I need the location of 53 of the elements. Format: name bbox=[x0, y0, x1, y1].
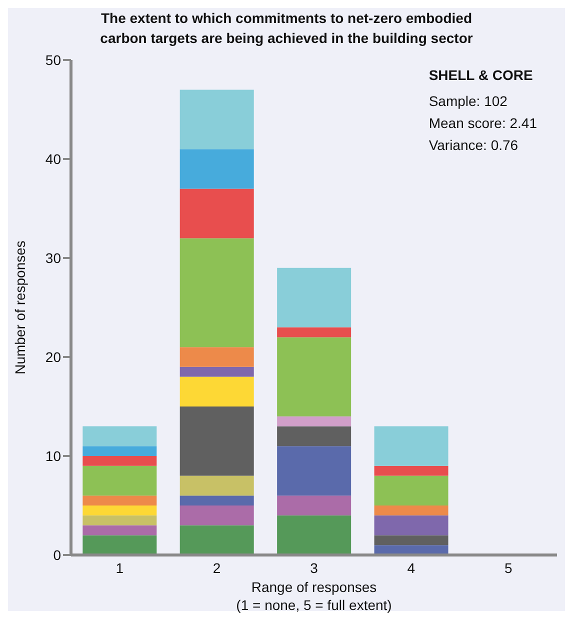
x-tick-label: 5 bbox=[504, 560, 512, 576]
x-axis-title: Range of responses (1 = none, 5 = full extent) bbox=[235, 578, 393, 614]
annotation: SHELL & CORE bbox=[428, 66, 534, 85]
bar bbox=[277, 327, 352, 338]
bar bbox=[374, 476, 448, 506]
y-tick-label: 30 bbox=[45, 250, 62, 266]
bar bbox=[277, 337, 352, 416]
bar bbox=[180, 366, 254, 377]
y-axis-title: Number of responses bbox=[12, 240, 28, 374]
bar bbox=[277, 268, 352, 328]
y-tick-label: 50 bbox=[45, 52, 62, 68]
bar bbox=[82, 506, 157, 516]
bar bbox=[277, 515, 352, 555]
bar bbox=[180, 376, 254, 406]
bar bbox=[180, 476, 254, 496]
bar bbox=[277, 416, 352, 426]
bar bbox=[180, 90, 254, 150]
annotation: Variance: 0.76 bbox=[428, 136, 520, 155]
bar bbox=[374, 426, 448, 466]
annotation: Mean score: 2.41 bbox=[428, 114, 537, 133]
bar bbox=[180, 506, 254, 526]
bar bbox=[180, 347, 254, 367]
bar bbox=[374, 466, 448, 476]
x-tick-label: 4 bbox=[407, 560, 416, 576]
bar bbox=[82, 466, 157, 496]
bar bbox=[82, 456, 157, 466]
x-tick-label: 3 bbox=[310, 560, 318, 576]
bar bbox=[82, 535, 157, 555]
bar bbox=[277, 426, 352, 446]
bar bbox=[82, 496, 157, 506]
y-tick-label: 20 bbox=[45, 348, 62, 365]
bar bbox=[374, 515, 448, 536]
y-tick-label: 40 bbox=[45, 150, 62, 167]
bar bbox=[374, 506, 448, 516]
bar bbox=[82, 515, 157, 526]
chart-title: The extent to which commitments to net-zero embodied carbon targets are being achieved in the building sector bbox=[99, 9, 474, 48]
bar bbox=[180, 496, 254, 506]
bar bbox=[180, 149, 254, 189]
bar bbox=[82, 525, 157, 536]
bar bbox=[180, 406, 254, 476]
bar bbox=[180, 238, 254, 348]
y-tick-label: 0 bbox=[53, 546, 62, 563]
bar bbox=[277, 446, 352, 496]
x-tick-label: 1 bbox=[116, 560, 124, 576]
bar bbox=[82, 426, 157, 446]
bar bbox=[82, 446, 157, 456]
bar bbox=[277, 496, 352, 516]
bar bbox=[180, 525, 254, 555]
x-tick-label: 2 bbox=[212, 560, 221, 576]
annotation: Sample: 102 bbox=[428, 92, 508, 111]
y-tick-label: 10 bbox=[45, 448, 62, 464]
bar bbox=[180, 188, 254, 238]
bar bbox=[374, 535, 448, 546]
